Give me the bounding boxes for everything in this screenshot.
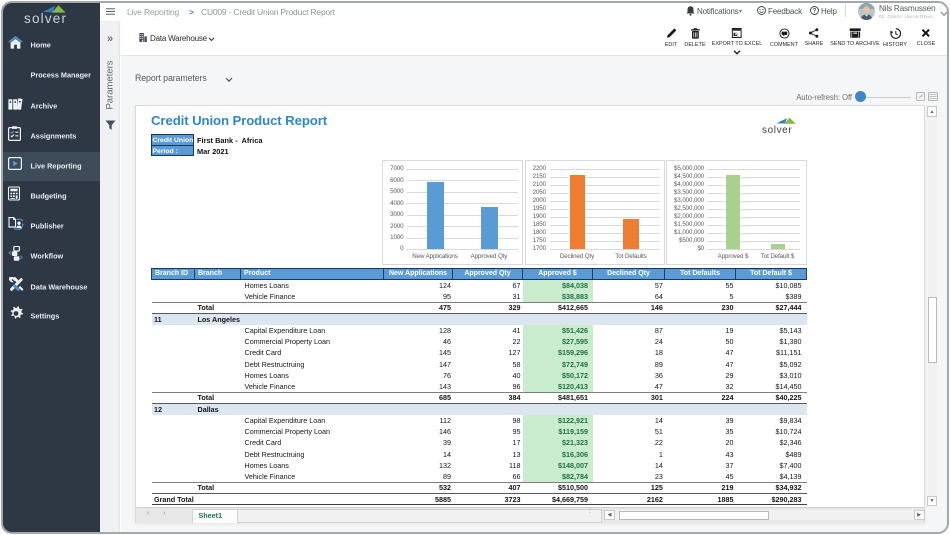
svg-text:?: ? — [813, 9, 817, 15]
